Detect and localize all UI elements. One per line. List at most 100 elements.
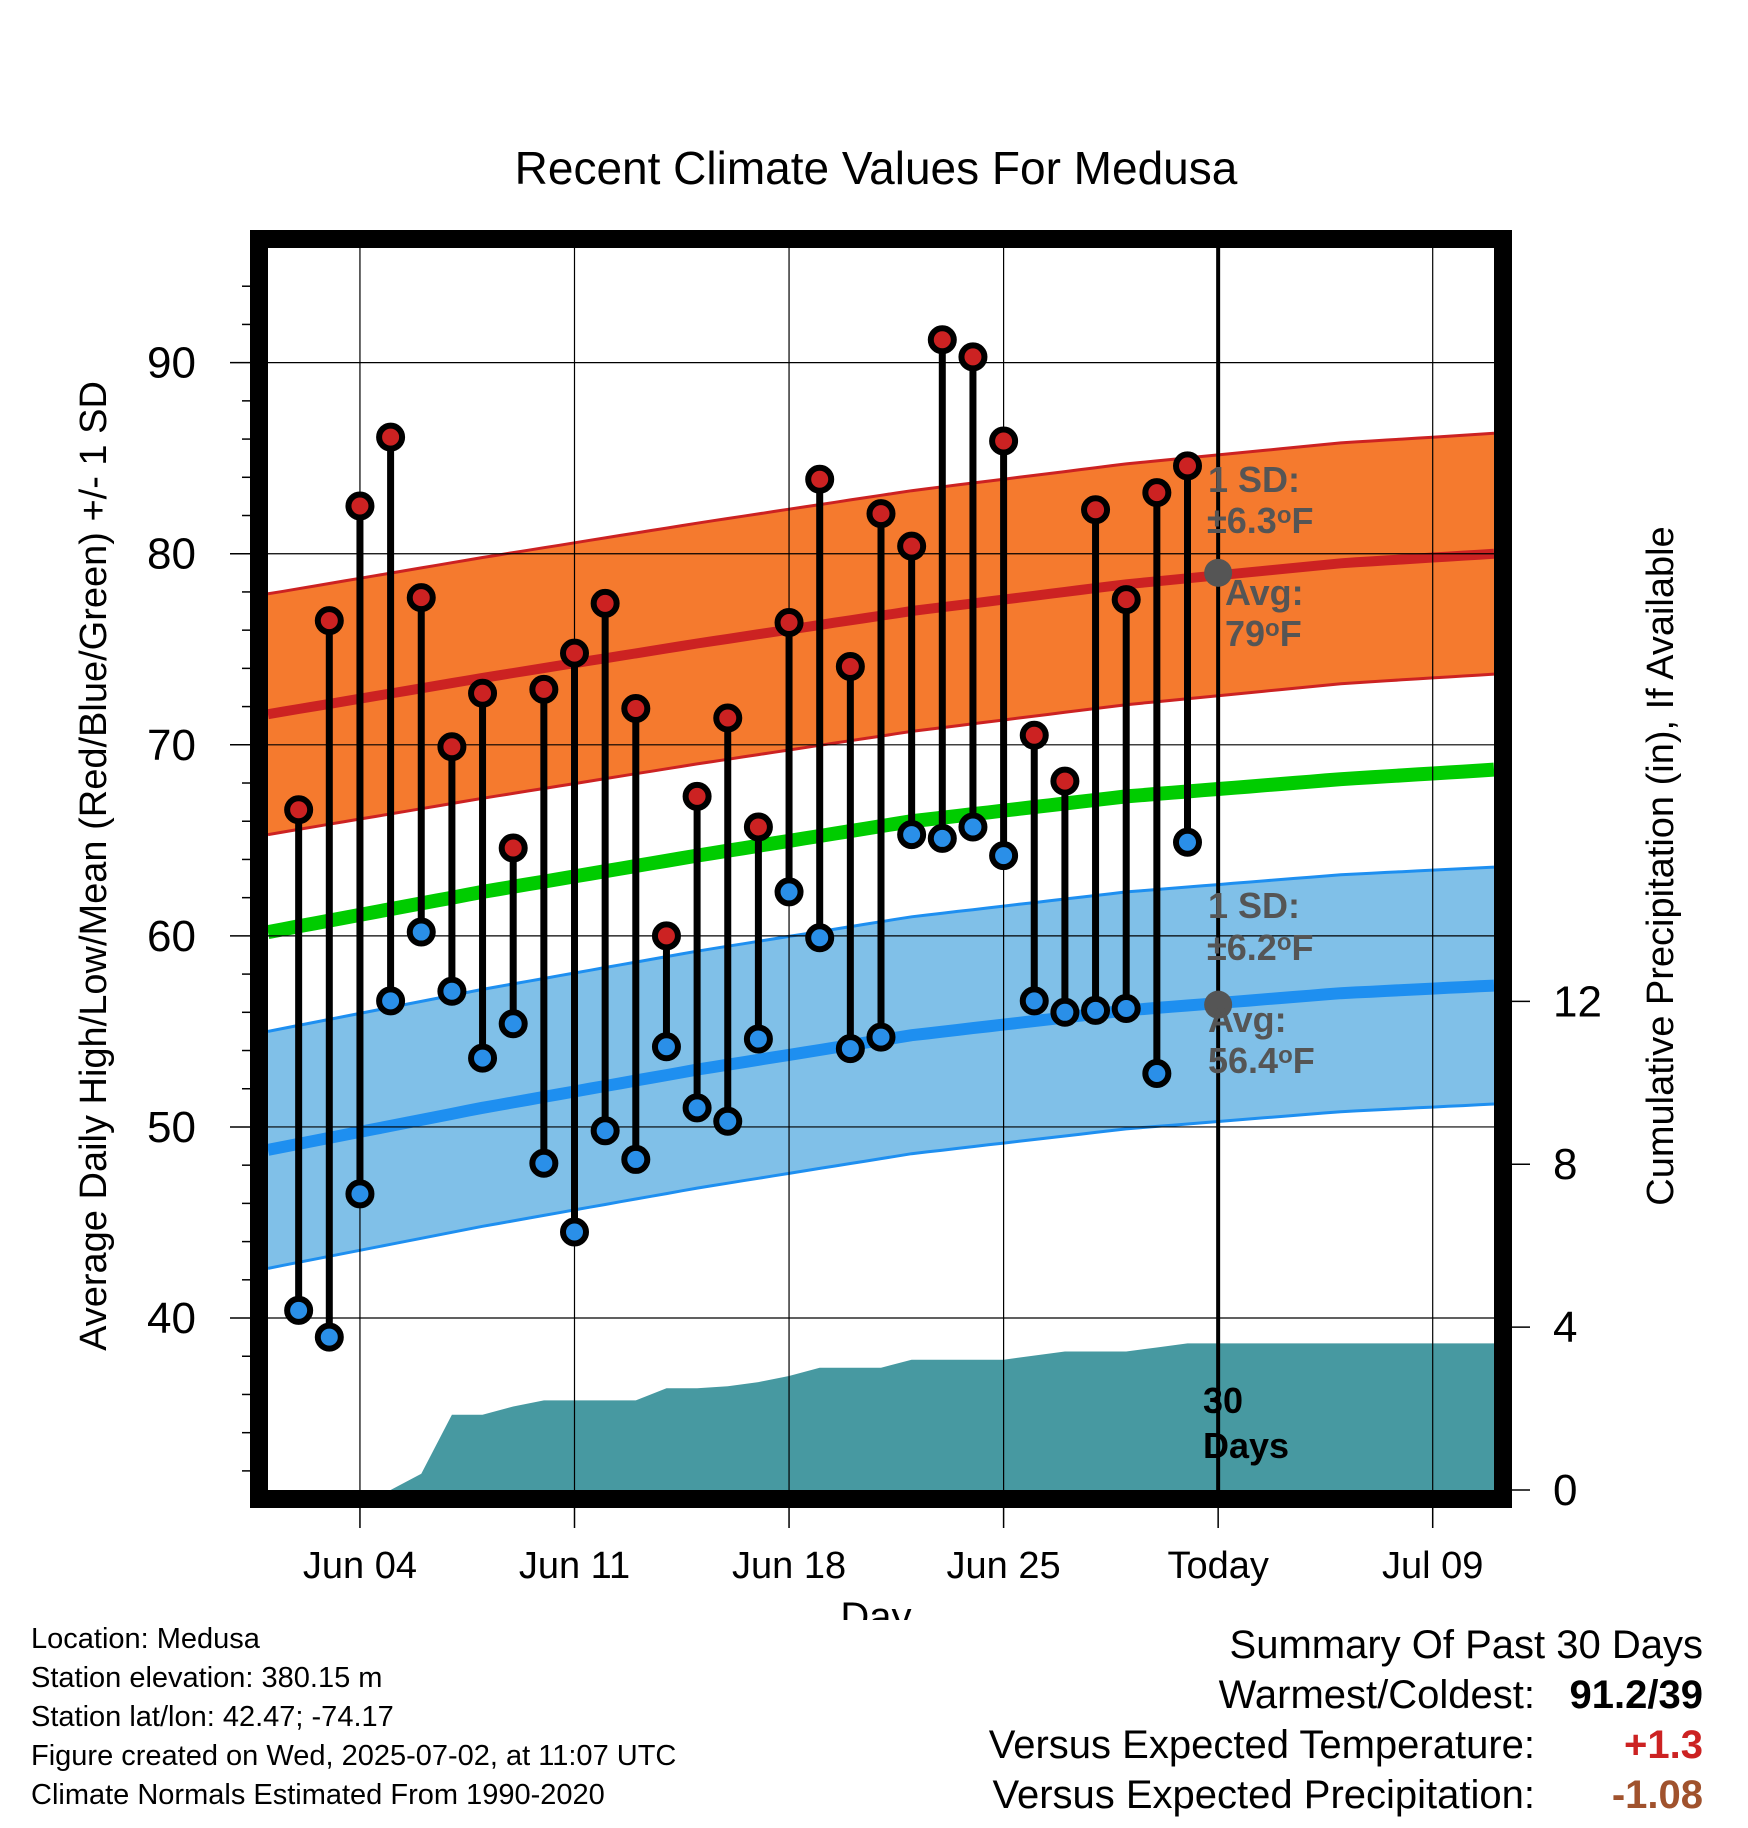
y-tick-label: 70 (147, 721, 196, 770)
low-point (651, 1032, 681, 1062)
low-point (713, 1106, 743, 1136)
annotation-4: 1 SD: (1208, 885, 1300, 926)
y-tick-label: 60 (147, 912, 196, 961)
x-tick-label: Jun 04 (303, 1545, 417, 1587)
y-tick-label: 80 (147, 530, 196, 579)
y-axis-title: Average Daily High/Low/Mean (Red/Blue/Gr… (73, 381, 115, 1351)
low-point (529, 1148, 559, 1178)
station-info: Location: Medusa Station elevation: 380.… (31, 1620, 676, 1815)
high-point (284, 795, 314, 825)
low-point (621, 1144, 651, 1174)
warm-cold-label: Warmest/Coldest: (1218, 1673, 1535, 1717)
low-point (376, 986, 406, 1016)
precipitation-area (268, 1343, 1494, 1490)
plot-frame (250, 230, 1512, 1508)
location-text: Location: Medusa (31, 1623, 260, 1655)
y-tick-label: 50 (147, 1103, 196, 1152)
annotation-9: Days (1203, 1425, 1289, 1466)
low-point (284, 1295, 314, 1325)
annotation-2: Avg: (1225, 572, 1304, 613)
chart-title: Recent Climate Values For Medusa (515, 142, 1238, 194)
x-tick-label: Jun 18 (732, 1545, 846, 1587)
low-point (682, 1093, 712, 1123)
x-tick-label: Jun 25 (947, 1545, 1061, 1587)
high-point (437, 732, 467, 762)
high-point (376, 422, 406, 452)
low-point (743, 1024, 773, 1054)
high-point (590, 588, 620, 618)
low-point (437, 976, 467, 1006)
y-tick-label: 40 (147, 1294, 196, 1343)
precip-label: Versus Expected Precipitation: (992, 1773, 1535, 1817)
high-point (927, 325, 957, 355)
high-point (897, 531, 927, 561)
high-point (1111, 585, 1141, 615)
low-point (1111, 993, 1141, 1023)
annotation-3: 79oF (1225, 613, 1302, 654)
today-low-avg-dot (1204, 990, 1233, 1019)
low-point (835, 1034, 865, 1064)
temp-label: Versus Expected Temperature: (988, 1723, 1535, 1767)
summary-title: Summary Of Past 30 Days (1229, 1623, 1703, 1667)
created-text: Figure created on Wed, 2025-07-02, at 11… (31, 1740, 677, 1772)
elevation-text: Station elevation: 380.15 m (31, 1662, 383, 1694)
annotation-6: Avg: (1208, 999, 1287, 1040)
low-normal-band-lower (268, 1102, 1494, 1270)
high-point (774, 608, 804, 638)
x-tick-label: Today (1167, 1545, 1268, 1587)
annotation-8: 30 (1203, 1380, 1243, 1421)
low-point (1142, 1058, 1172, 1088)
normals-text: Climate Normals Estimated From 1990-2020 (31, 1779, 605, 1811)
high-point (468, 678, 498, 708)
low-point (1173, 827, 1202, 857)
y2-tick-label: 8 (1553, 1140, 1577, 1189)
latlon-text: Station lat/lon: 42.47; -74.17 (31, 1701, 394, 1733)
annotation-7: 56.4oF (1208, 1040, 1315, 1081)
high-point (314, 606, 344, 636)
annotation-1: ±6.3oF (1207, 500, 1313, 541)
high-point (743, 812, 773, 842)
high-point (1081, 495, 1111, 525)
summary-panel: Summary Of Past 30 Days Warmest/Coldest:… (989, 1620, 1703, 1820)
low-point (1081, 995, 1111, 1025)
low-point (1019, 986, 1049, 1016)
low-point (590, 1116, 620, 1146)
low-point (866, 1022, 896, 1052)
low-point (927, 823, 957, 853)
high-point (406, 583, 436, 613)
high-point (805, 464, 835, 494)
y2-tick-label: 0 (1553, 1466, 1577, 1515)
high-point (498, 833, 528, 863)
high-point (345, 491, 375, 521)
y2-axis-title: Cumulative Precipitation (in), If Availa… (1640, 526, 1682, 1205)
precip-value: -1.08 (1611, 1773, 1703, 1817)
summary-precip: Versus Expected Precipitation: -1.08 (989, 1770, 1703, 1820)
low-point (314, 1322, 344, 1352)
high-point (958, 342, 988, 372)
x-tick-label: Jul 09 (1382, 1545, 1483, 1587)
high-point (1050, 766, 1080, 796)
today-high-avg-dot (1204, 558, 1233, 587)
low-point (560, 1217, 589, 1247)
plot-area (268, 248, 1494, 1490)
summary-temp: Versus Expected Temperature: +1.3 (989, 1720, 1703, 1770)
annotation-5: ±6.2oF (1207, 927, 1313, 968)
warm-cold-value: 91.2/39 (1569, 1673, 1703, 1717)
high-point (713, 703, 743, 733)
summary-warm-cold: Warmest/Coldest: 91.2/39 (989, 1670, 1703, 1720)
low-point (406, 917, 436, 947)
annotation-0: 1 SD: (1208, 459, 1300, 500)
low-point (989, 841, 1019, 871)
low-point (498, 1009, 528, 1039)
high-point (621, 693, 651, 723)
high-point (529, 674, 559, 704)
high-normal-band-upper (268, 431, 1494, 596)
high-point (866, 499, 896, 529)
low-point (1050, 997, 1080, 1027)
y2-tick-label: 4 (1553, 1303, 1577, 1352)
low-point (897, 820, 927, 850)
high-point (651, 921, 681, 951)
high-point (682, 781, 712, 811)
high-point (1019, 720, 1049, 750)
